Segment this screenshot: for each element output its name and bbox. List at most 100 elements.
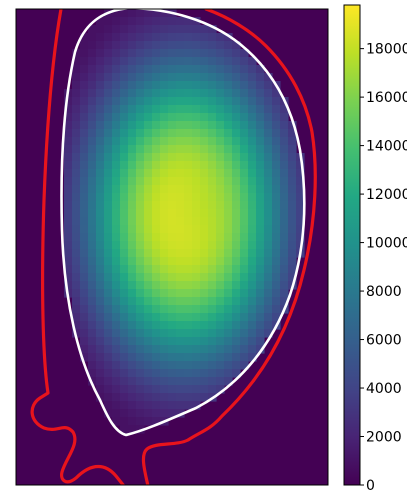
heatmap-cell xyxy=(272,209,281,218)
heatmap-cell xyxy=(128,81,137,90)
heatmap-cell xyxy=(248,65,257,74)
heatmap-cell xyxy=(136,257,145,266)
heatmap-cell xyxy=(128,337,137,346)
heatmap-cell xyxy=(232,305,241,314)
heatmap-cell xyxy=(272,233,281,242)
heatmap-cell xyxy=(232,225,241,234)
heatmap-cell xyxy=(128,281,137,290)
heatmap-cell xyxy=(288,241,297,250)
heatmap-cell xyxy=(240,361,249,370)
heatmap-cell xyxy=(232,257,241,266)
heatmap-cell xyxy=(256,313,265,322)
colorbar-tick-label: 4000 xyxy=(366,381,402,397)
heatmap-cell xyxy=(176,249,185,258)
heatmap-cell xyxy=(160,17,169,26)
heatmap-cell xyxy=(144,257,153,266)
heatmap-cell xyxy=(176,193,185,202)
heatmap-cell xyxy=(160,137,169,146)
heatmap-cell xyxy=(96,41,105,50)
heatmap-cell xyxy=(120,49,129,58)
heatmap-cell xyxy=(104,297,113,306)
heatmap-cell xyxy=(216,161,225,170)
heatmap-cell xyxy=(200,105,209,114)
heatmap-cell xyxy=(272,105,281,114)
heatmap-cell xyxy=(192,105,201,114)
heatmap-cell xyxy=(64,153,73,162)
heatmap-cell xyxy=(80,225,89,234)
heatmap-cell xyxy=(88,329,97,338)
heatmap-cell xyxy=(184,49,193,58)
heatmap-cell xyxy=(96,177,105,186)
heatmap-cell xyxy=(208,385,217,394)
heatmap-cell xyxy=(64,225,73,234)
heatmap-cell xyxy=(160,105,169,114)
heatmap-cell xyxy=(168,313,177,322)
heatmap-cell xyxy=(128,129,137,138)
heatmap-cell xyxy=(120,73,129,82)
heatmap-cell xyxy=(216,321,225,330)
heatmap-cell xyxy=(72,121,81,130)
heatmap-cell xyxy=(104,129,113,138)
heatmap-cell xyxy=(112,145,121,154)
heatmap-cell xyxy=(144,289,153,298)
heatmap-cell xyxy=(88,321,97,330)
colorbar-tick-label: 12000 xyxy=(366,187,407,203)
heatmap-cell xyxy=(80,41,89,50)
heatmap-cell xyxy=(120,145,129,154)
heatmap-cell xyxy=(240,177,249,186)
heatmap-cell xyxy=(192,225,201,234)
heatmap-cell xyxy=(104,57,113,66)
heatmap-cell xyxy=(88,129,97,138)
heatmap-cell xyxy=(224,241,233,250)
heatmap-cell xyxy=(144,305,153,314)
heatmap-cell xyxy=(208,257,217,266)
heatmap-cell xyxy=(168,249,177,258)
heatmap-cell xyxy=(224,369,233,378)
heatmap-cell xyxy=(200,97,209,106)
heatmap-cell xyxy=(128,113,137,122)
heatmap-cell xyxy=(128,41,137,50)
heatmap-cell xyxy=(240,313,249,322)
heatmap-cell xyxy=(136,169,145,178)
heatmap-cell xyxy=(72,145,81,154)
heatmap-cell xyxy=(184,57,193,66)
heatmap-cell xyxy=(232,49,241,58)
heatmap-cell xyxy=(224,321,233,330)
heatmap-cell xyxy=(248,217,257,226)
heatmap-cell xyxy=(208,305,217,314)
heatmap-cell xyxy=(152,337,161,346)
colorbar-ticks: 0 2000 4000 6000 8000 10000 12000 14000 16000 180… xyxy=(360,42,407,491)
heatmap-cell xyxy=(232,201,241,210)
heatmap-cell xyxy=(120,297,129,306)
heatmap-cell xyxy=(184,41,193,50)
heatmap-cell xyxy=(216,105,225,114)
heatmap-cell xyxy=(272,137,281,146)
heatmap-cell xyxy=(168,401,177,410)
heatmap-cell xyxy=(152,305,161,314)
heatmap-cell xyxy=(128,9,137,18)
heatmap-cell xyxy=(72,73,81,82)
heatmap-cell xyxy=(128,161,137,170)
heatmap-cell xyxy=(200,193,209,202)
heatmap-cell xyxy=(232,81,241,90)
heatmap-cell xyxy=(128,353,137,362)
heatmap-cell xyxy=(112,25,121,34)
heatmap-cell xyxy=(184,89,193,98)
heatmap-cell xyxy=(112,57,121,66)
heatmap-cell xyxy=(200,305,209,314)
heatmap-cell xyxy=(168,137,177,146)
heatmap-cell xyxy=(184,17,193,26)
heatmap-cell xyxy=(128,49,137,58)
heatmap-cell xyxy=(296,217,305,226)
heatmap-cell xyxy=(160,249,169,258)
heatmap-cell xyxy=(240,113,249,122)
heatmap-cell xyxy=(136,321,145,330)
heatmap-cell xyxy=(248,305,257,314)
heatmap-cell xyxy=(232,129,241,138)
heatmap-cell xyxy=(208,57,217,66)
heatmap-cell xyxy=(160,177,169,186)
heatmap-cell xyxy=(120,393,129,402)
heatmap-cell xyxy=(248,297,257,306)
heatmap-cell xyxy=(280,297,289,306)
